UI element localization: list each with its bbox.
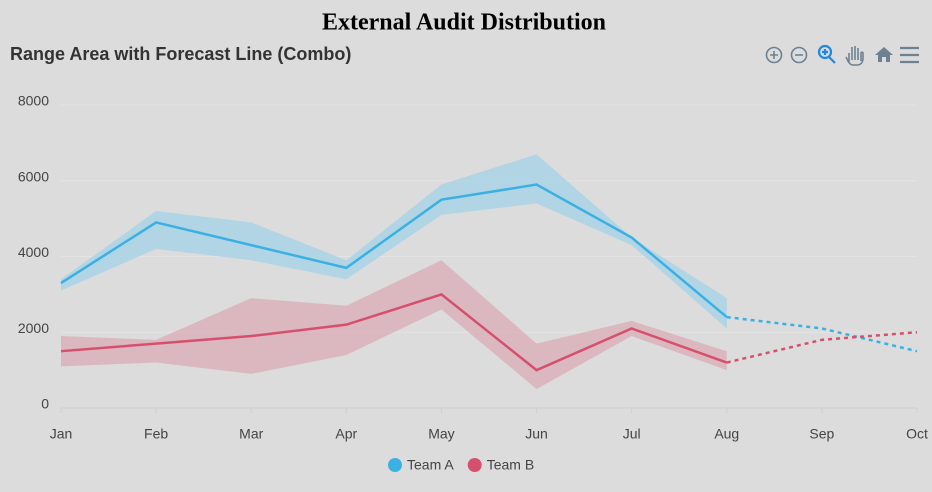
x-tick-label: Sep bbox=[809, 426, 834, 442]
x-tick-label: Aug bbox=[714, 426, 739, 442]
legend-marker bbox=[467, 458, 482, 472]
legend-item[interactable]: Team A bbox=[388, 457, 454, 473]
zoom-in[interactable] bbox=[765, 46, 783, 64]
legend-marker bbox=[388, 458, 402, 472]
y-tick-label: 8000 bbox=[18, 93, 49, 109]
y-tick-label: 2000 bbox=[18, 320, 49, 336]
x-tick-label: Apr bbox=[335, 426, 357, 442]
line bbox=[60, 183, 728, 319]
x-tick-label: Jun bbox=[525, 426, 548, 442]
range-area bbox=[61, 260, 727, 390]
y-tick-label: 6000 bbox=[18, 168, 49, 184]
x-tick-label: Jul bbox=[623, 426, 641, 442]
reset[interactable] bbox=[875, 47, 893, 62]
legend-item[interactable]: Team B bbox=[467, 457, 534, 473]
x-tick-label: Mar bbox=[239, 426, 263, 442]
chart-subtitle: Range Area with Forecast Line (Combo) bbox=[10, 44, 351, 64]
y-tick-label: 4000 bbox=[18, 244, 49, 260]
legend-label: Team A bbox=[407, 457, 454, 473]
x-tick-label: Feb bbox=[144, 426, 168, 442]
x-tick-label: Oct bbox=[906, 426, 928, 442]
x-tick-label: May bbox=[428, 426, 454, 442]
chart-title: External Audit Distribution bbox=[322, 10, 606, 36]
x-tick-label: Jan bbox=[50, 426, 73, 442]
y-tick-label: 0 bbox=[41, 396, 49, 412]
toolbar bbox=[765, 44, 919, 66]
forecast-line bbox=[726, 315, 918, 353]
selection-zoom[interactable] bbox=[817, 44, 836, 64]
zoom-out[interactable] bbox=[790, 46, 808, 64]
line bbox=[60, 292, 728, 372]
forecast-line bbox=[726, 331, 918, 364]
menu[interactable] bbox=[900, 46, 919, 64]
pan[interactable] bbox=[845, 46, 864, 66]
legend-label: Team B bbox=[487, 457, 534, 473]
